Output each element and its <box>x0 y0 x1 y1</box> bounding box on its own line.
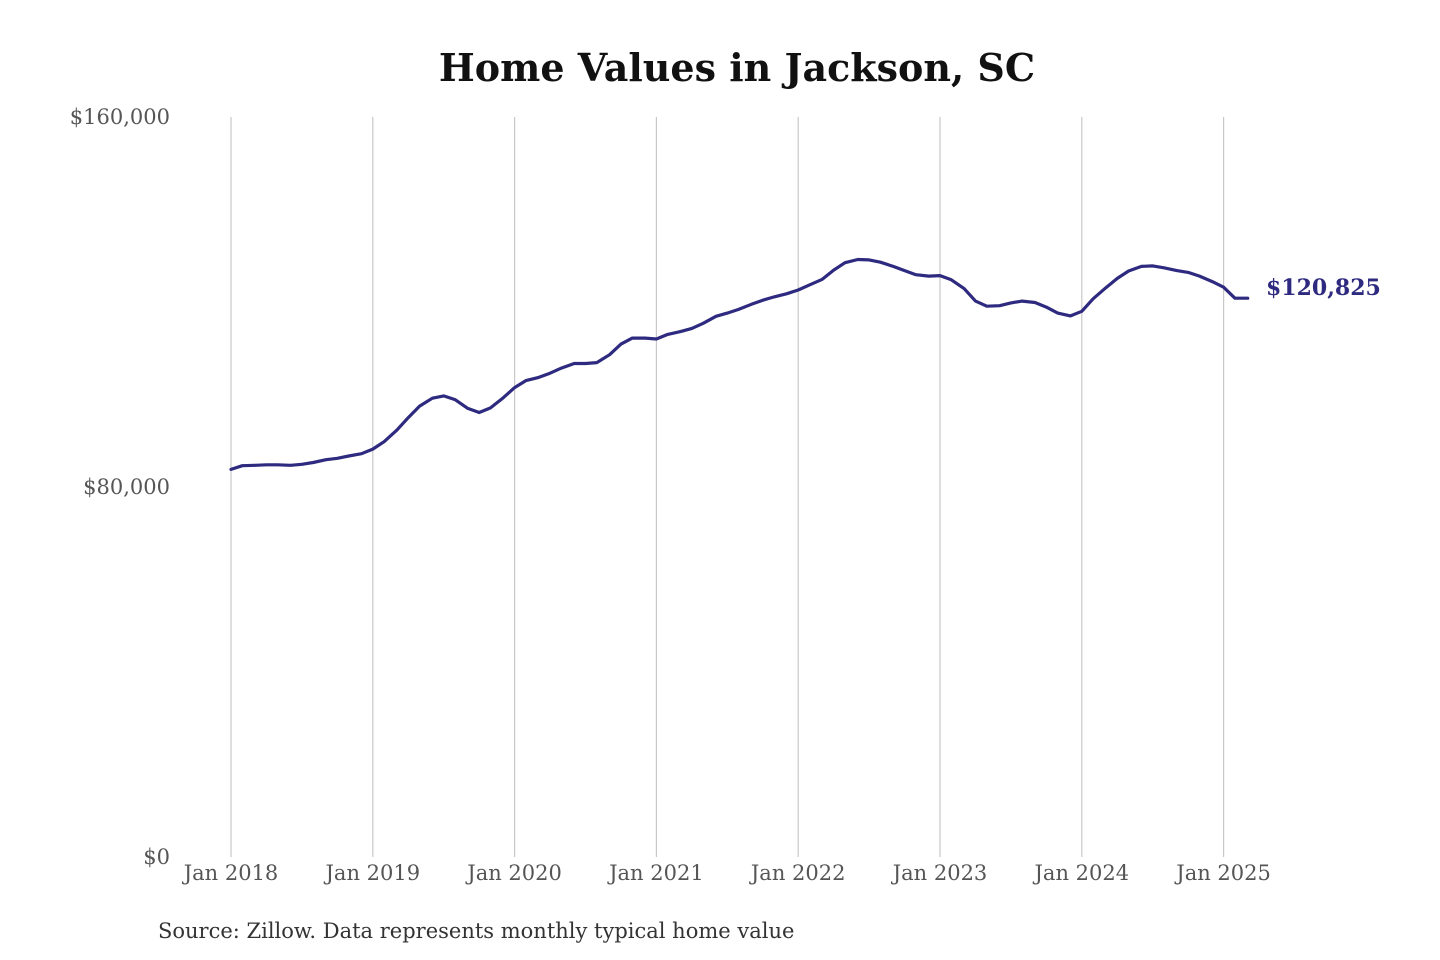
x-tick-label: Jan 2021 <box>607 861 704 885</box>
y-axis-ticks: $0 $80,000 $160,000 <box>70 105 170 869</box>
y-tick-label: $0 <box>143 845 170 869</box>
x-tick-label: Jan 2024 <box>1033 861 1130 885</box>
gridlines <box>230 117 1225 857</box>
x-tick-label: Jan 2023 <box>891 861 988 885</box>
chart-title: Home Values in Jackson, SC <box>439 45 1035 90</box>
series-line-0 <box>229 257 1250 471</box>
y-tick-label: $80,000 <box>83 475 170 499</box>
series-group <box>229 257 1250 471</box>
x-tick-label: Jan 2022 <box>749 861 846 885</box>
x-tick-label: Jan 2019 <box>324 861 421 885</box>
y-tick-label: $160,000 <box>70 105 170 129</box>
last-value-label: $120,825 <box>1266 275 1381 301</box>
x-tick-label: Jan 2025 <box>1174 861 1271 885</box>
x-axis-ticks: Jan 2018 Jan 2019 Jan 2020 Jan 2021 Jan 2022… <box>182 861 1271 885</box>
x-tick-label: Jan 2018 <box>182 861 279 885</box>
source-note: Source: Zillow. Data represents monthly … <box>158 919 794 943</box>
x-tick-label: Jan 2020 <box>465 861 562 885</box>
